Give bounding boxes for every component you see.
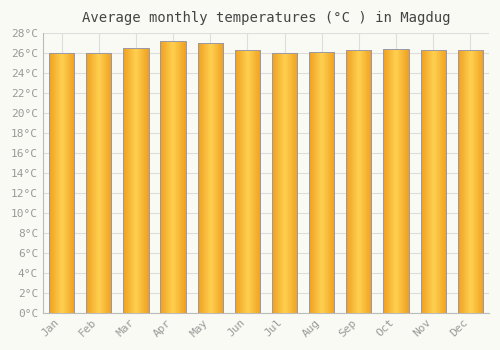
Bar [49,53,74,313]
Bar [309,52,334,313]
Bar [160,41,186,313]
Bar [123,48,148,313]
Title: Average monthly temperatures (°C ) in Magdug: Average monthly temperatures (°C ) in Ma… [82,11,450,25]
Bar [198,43,223,313]
Bar [86,53,112,313]
Bar [384,49,408,313]
Bar [234,50,260,313]
Bar [346,50,372,313]
Bar [458,50,483,313]
Bar [420,50,446,313]
Bar [272,53,297,313]
